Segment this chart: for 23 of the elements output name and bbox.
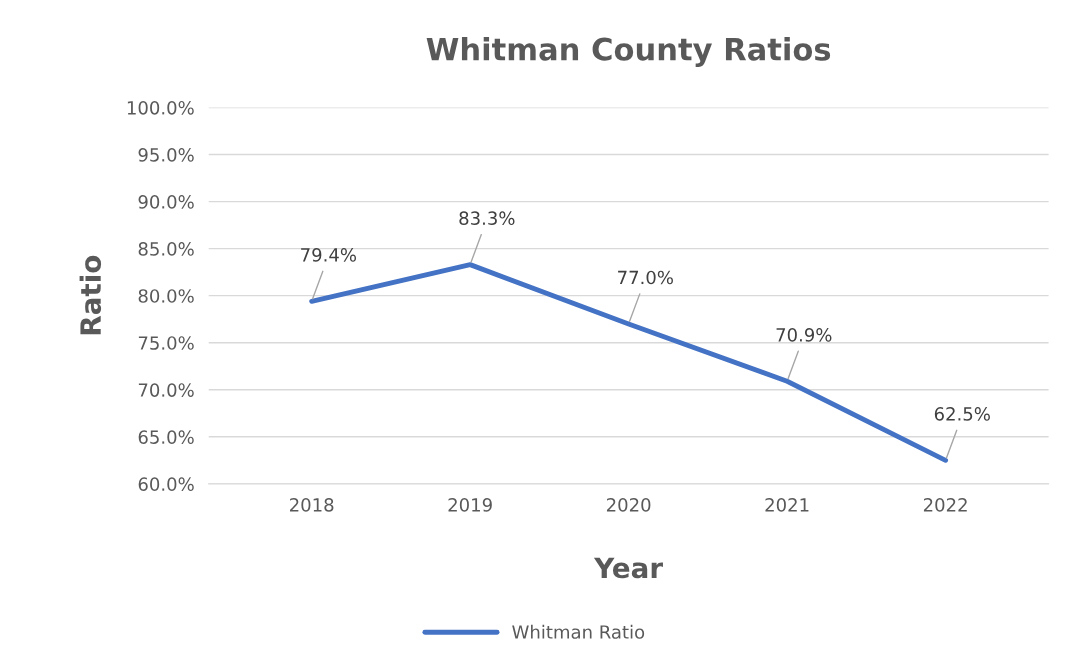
y-tick-label: 80.0% [138,289,194,303]
y-axis-title: Ratio [79,255,102,335]
y-tick-label: 85.0% [138,242,194,256]
data-label: 83.3% [459,211,515,226]
data-label: 62.5% [934,407,990,421]
y-tick-label: 90.0% [138,195,194,209]
data-label: 77.0% [618,270,673,285]
legend-label: Whitman Ratio [512,624,645,639]
chart-title: Whitman County Ratios [426,37,831,67]
x-tick-label: 2020 [606,498,651,512]
data-label: 79.4% [301,248,357,262]
y-tick-label: 100.0% [127,100,194,115]
y-tick-label: 95.0% [138,148,194,162]
x-tick-label: 2021 [765,498,809,512]
y-tick-label: 70.0% [138,383,194,397]
data-label: 70.9% [776,328,832,342]
y-tick-label: 65.0% [138,430,194,444]
x-tick-label: 2018 [290,498,334,512]
x-tick-label: 2022 [923,498,967,512]
y-tick-label: 60.0% [138,477,194,491]
x-axis-title: Year [593,557,663,579]
y-tick-label: 75.0% [138,336,194,350]
x-tick-label: 2019 [448,498,492,512]
